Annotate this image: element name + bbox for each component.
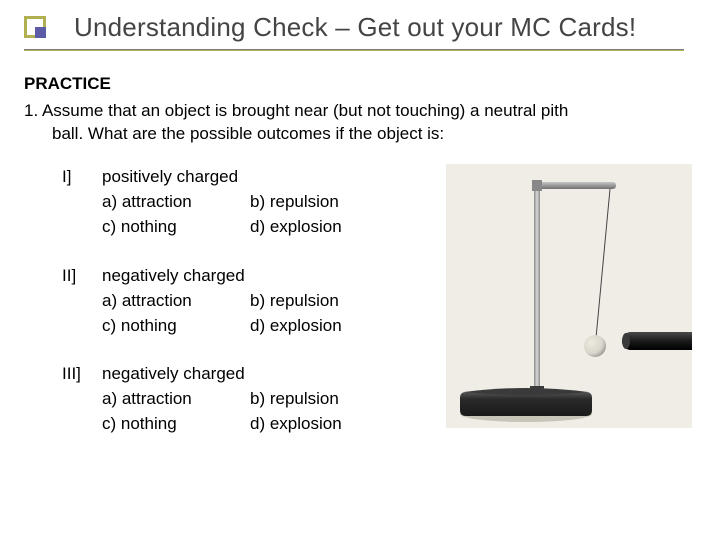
option-c: c) nothing bbox=[102, 413, 242, 436]
option-c: c) nothing bbox=[102, 315, 242, 338]
option-b: b) repulsion bbox=[250, 388, 390, 411]
question-line1: 1. Assume that an object is brought near… bbox=[24, 100, 696, 123]
part-label: II] bbox=[62, 265, 102, 288]
option-b: b) repulsion bbox=[250, 191, 390, 214]
practice-heading: PRACTICE bbox=[24, 73, 696, 96]
question-text: 1. Assume that an object is brought near… bbox=[24, 100, 696, 146]
option-d: d) explosion bbox=[250, 315, 390, 338]
part-label: I] bbox=[62, 166, 102, 189]
pith-ball-figure bbox=[446, 164, 692, 428]
part-label: III] bbox=[62, 363, 102, 386]
option-a: a) attraction bbox=[102, 290, 242, 313]
question-line2: ball. What are the possible outcomes if … bbox=[24, 123, 696, 146]
option-c: c) nothing bbox=[102, 216, 242, 239]
option-a: a) attraction bbox=[102, 388, 242, 411]
option-a: a) attraction bbox=[102, 191, 242, 214]
option-d: d) explosion bbox=[250, 413, 390, 436]
bullet-icon bbox=[24, 16, 46, 38]
option-b: b) repulsion bbox=[250, 290, 390, 313]
option-d: d) explosion bbox=[250, 216, 390, 239]
slide-title: Understanding Check – Get out your MC Ca… bbox=[74, 12, 636, 43]
title-row: Understanding Check – Get out your MC Ca… bbox=[0, 0, 720, 43]
